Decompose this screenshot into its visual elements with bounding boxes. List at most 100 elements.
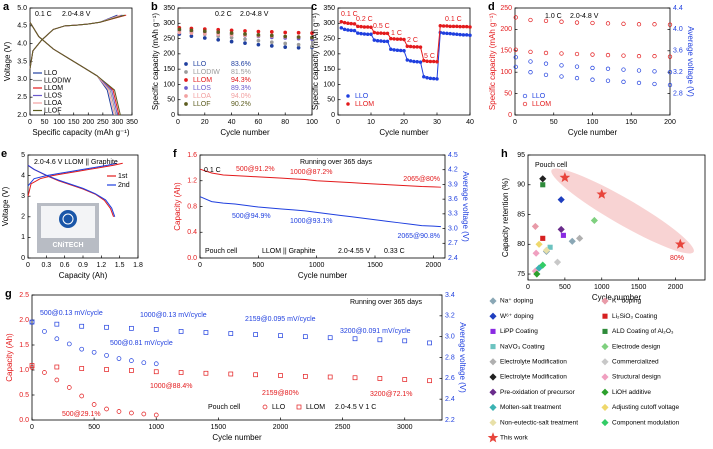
annotation: 2.0-4.8 V [62,11,91,18]
x-axis-label: Cycle number [212,433,262,442]
data-point [543,72,549,78]
data-point [636,80,642,86]
data-point [574,20,580,25]
data-point [369,32,373,37]
data-point [574,51,580,57]
x-tick-label: 500 [252,262,264,269]
y2-axis-label: Average voltage (V) [461,171,470,242]
data-point [528,59,533,64]
legend-note: 83.6% [231,61,251,68]
legend-label: LLO [193,61,207,68]
data-point [352,22,357,26]
legend-note: 94.0% [231,93,251,100]
data-point [302,374,308,379]
data-point [54,321,60,327]
x-tick-label: 0 [513,119,517,126]
annotation: Running over 365 days [300,159,372,166]
logo [59,210,77,228]
annotation: Pouch cell [208,404,241,411]
data-point [590,216,598,225]
data-point [445,24,449,28]
y2-tick-label: 3.0 [448,225,458,232]
x-tick-label: 150 [625,119,637,126]
data-point [79,346,85,352]
data-point [427,340,432,346]
x-tick-label: 250 [97,119,109,126]
data-point [269,29,274,34]
y-tick-label: 0.0 [187,255,197,262]
data-point [153,412,159,418]
data-point [590,20,595,26]
y-axis-label: Voltage (V) [3,41,12,81]
data-point [542,246,551,254]
annotation: 2.0-4.55 V [338,248,371,255]
data-point [596,188,608,199]
data-point [253,372,258,378]
legend-note: 94.3% [231,77,251,84]
series-line [29,22,121,116]
annotation: 80% [670,255,684,262]
data-point [349,21,353,26]
y-tick-label: 2.0 [19,317,29,324]
x-tick-label: 2000 [668,284,684,291]
y2-tick-label: 2.4 [445,396,455,403]
data-point [427,378,432,384]
data-point [352,28,357,33]
legend-swatch [184,70,188,74]
y-tick-label: 85 [517,211,525,218]
data-point [441,31,446,35]
data-point [674,238,686,249]
panel-label: g [5,288,12,300]
y-tick-label: 250 [500,5,512,12]
annotation: LLOM || Graphite [262,248,316,255]
x-tick-label: 80 [281,119,289,126]
legend-swatch [489,312,497,320]
data-point [189,34,194,38]
data-point [652,54,657,59]
legend-swatch [601,373,609,381]
data-point [559,19,564,24]
panel-label: b [151,1,158,13]
y-tick-label: 50 [167,97,175,104]
data-point [568,237,576,245]
x-tick-label: 40 [228,119,236,126]
data-point [402,377,408,382]
data-point [283,45,288,49]
y-tick-label: 4 [21,172,25,179]
x-tick-label: 0.3 [41,262,51,269]
x-tick-label: 300 [112,119,124,126]
data-point [448,31,452,36]
legend-note: 81.5% [231,69,251,76]
annotation: 1000@93.1% [290,218,333,225]
data-point [129,325,134,331]
data-point [177,27,182,32]
legend-swatch [522,101,528,107]
x-tick-label: 0 [198,262,202,269]
data-point [464,24,469,29]
data-point [369,25,373,30]
y2-tick-label: 2.6 [445,375,455,382]
data-point [339,26,344,30]
data-point [425,59,429,63]
x-tick-label: 2000 [426,262,442,269]
y-tick-label: 0 [171,112,175,119]
x-tick-label: 60 [255,119,263,126]
data-point [441,24,446,28]
y2-tick-label: 3.6 [673,48,683,55]
x-tick-label: 0.9 [78,262,88,269]
data-point [253,332,258,337]
y-tick-label: 2.5 [19,292,29,299]
data-point [458,32,462,37]
x-tick-label: 0 [176,119,180,126]
data-point [590,52,595,57]
y2-tick-label: 2.8 [445,354,455,361]
data-point [528,17,533,23]
legend-label: LLOA [44,100,62,107]
data-point [42,370,47,375]
trend-band [551,168,694,254]
y-tick-label: 95 [517,152,525,159]
legend-label: LiPP Coating [500,328,538,335]
data-point [382,39,386,44]
legend-label: LLO [272,404,286,411]
data-point [576,234,584,242]
